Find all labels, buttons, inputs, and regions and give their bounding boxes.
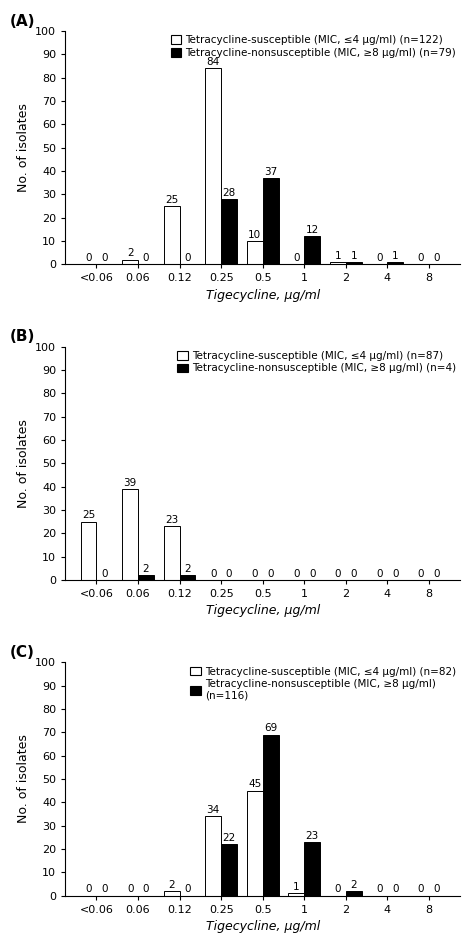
Text: 34: 34 <box>207 805 220 815</box>
Text: 0: 0 <box>127 884 133 894</box>
Y-axis label: No. of isolates: No. of isolates <box>17 103 30 192</box>
Text: 0: 0 <box>309 569 315 579</box>
Bar <box>263 735 279 896</box>
Text: 0: 0 <box>101 253 108 263</box>
Text: 2: 2 <box>127 248 134 259</box>
Text: 39: 39 <box>124 478 137 488</box>
Text: 2: 2 <box>168 880 175 889</box>
Bar <box>180 575 195 580</box>
X-axis label: Tigecycline, μg/ml: Tigecycline, μg/ml <box>206 289 320 302</box>
Bar <box>164 891 180 896</box>
Bar <box>164 527 180 580</box>
Text: 45: 45 <box>248 779 262 790</box>
Text: 0: 0 <box>293 569 300 579</box>
Bar <box>304 842 320 896</box>
Text: 37: 37 <box>264 167 277 177</box>
Text: 0: 0 <box>226 569 232 579</box>
Text: 1: 1 <box>335 251 341 260</box>
Text: 22: 22 <box>222 833 236 843</box>
Text: 0: 0 <box>335 884 341 894</box>
Text: 0: 0 <box>434 884 440 894</box>
X-axis label: Tigecycline, μg/ml: Tigecycline, μg/ml <box>206 604 320 617</box>
Text: 0: 0 <box>101 884 108 894</box>
Text: 28: 28 <box>222 188 236 198</box>
Bar <box>346 891 362 896</box>
Text: 0: 0 <box>335 569 341 579</box>
Text: 0: 0 <box>143 253 149 263</box>
Text: 0: 0 <box>434 253 440 263</box>
Bar <box>289 893 304 896</box>
Text: 1: 1 <box>293 882 300 892</box>
Text: 25: 25 <box>82 510 95 521</box>
Text: 0: 0 <box>210 569 217 579</box>
X-axis label: Tigecycline, μg/ml: Tigecycline, μg/ml <box>206 920 320 933</box>
Text: 0: 0 <box>267 569 274 579</box>
Text: 0: 0 <box>85 884 92 894</box>
Bar <box>205 68 221 264</box>
Text: 0: 0 <box>350 569 357 579</box>
Legend: Tetracycline-susceptible (MIC, ≤4 μg/ml) (n=122), Tetracycline-nonsusceptible (M: Tetracycline-susceptible (MIC, ≤4 μg/ml)… <box>169 33 458 60</box>
Bar <box>330 262 346 264</box>
Bar <box>221 199 237 264</box>
Bar <box>221 844 237 896</box>
Text: 0: 0 <box>418 253 424 263</box>
Text: 0: 0 <box>376 884 383 894</box>
Legend: Tetracycline-susceptible (MIC, ≤4 μg/ml) (n=82), Tetracycline-nonsusceptible (MI: Tetracycline-susceptible (MIC, ≤4 μg/ml)… <box>188 665 458 703</box>
Y-axis label: No. of isolates: No. of isolates <box>17 419 30 508</box>
Bar <box>247 241 263 264</box>
Text: 0: 0 <box>376 253 383 263</box>
Bar <box>205 816 221 896</box>
Text: 12: 12 <box>306 225 319 235</box>
Text: 0: 0 <box>434 569 440 579</box>
Text: 0: 0 <box>418 884 424 894</box>
Bar <box>346 262 362 264</box>
Bar <box>247 791 263 896</box>
Text: 2: 2 <box>184 564 191 574</box>
Y-axis label: No. of isolates: No. of isolates <box>17 735 30 823</box>
Text: 0: 0 <box>376 569 383 579</box>
Text: 2: 2 <box>143 564 149 574</box>
Text: (A): (A) <box>10 13 36 28</box>
Text: (C): (C) <box>10 645 35 660</box>
Text: 23: 23 <box>165 515 178 525</box>
Text: 0: 0 <box>293 253 300 263</box>
Text: 0: 0 <box>184 884 191 894</box>
Legend: Tetracycline-susceptible (MIC, ≤4 μg/ml) (n=87), Tetracycline-nonsusceptible (MI: Tetracycline-susceptible (MIC, ≤4 μg/ml)… <box>175 348 458 376</box>
Bar <box>122 259 138 264</box>
Text: 0: 0 <box>418 569 424 579</box>
Text: (B): (B) <box>10 330 36 345</box>
Text: 0: 0 <box>252 569 258 579</box>
Text: 1: 1 <box>392 251 399 260</box>
Text: 1: 1 <box>350 251 357 260</box>
Text: 25: 25 <box>165 195 178 205</box>
Bar <box>263 178 279 264</box>
Bar <box>138 575 154 580</box>
Text: 84: 84 <box>207 57 220 67</box>
Bar <box>81 522 97 580</box>
Text: 0: 0 <box>85 253 92 263</box>
Text: 69: 69 <box>264 724 277 734</box>
Text: 2: 2 <box>350 880 357 889</box>
Text: 0: 0 <box>143 884 149 894</box>
Text: 0: 0 <box>184 253 191 263</box>
Text: 0: 0 <box>392 569 399 579</box>
Bar <box>304 236 320 264</box>
Bar <box>164 205 180 264</box>
Text: 10: 10 <box>248 230 261 240</box>
Text: 0: 0 <box>101 569 108 579</box>
Bar <box>387 262 403 264</box>
Bar <box>122 489 138 580</box>
Text: 0: 0 <box>392 884 399 894</box>
Text: 23: 23 <box>306 831 319 841</box>
